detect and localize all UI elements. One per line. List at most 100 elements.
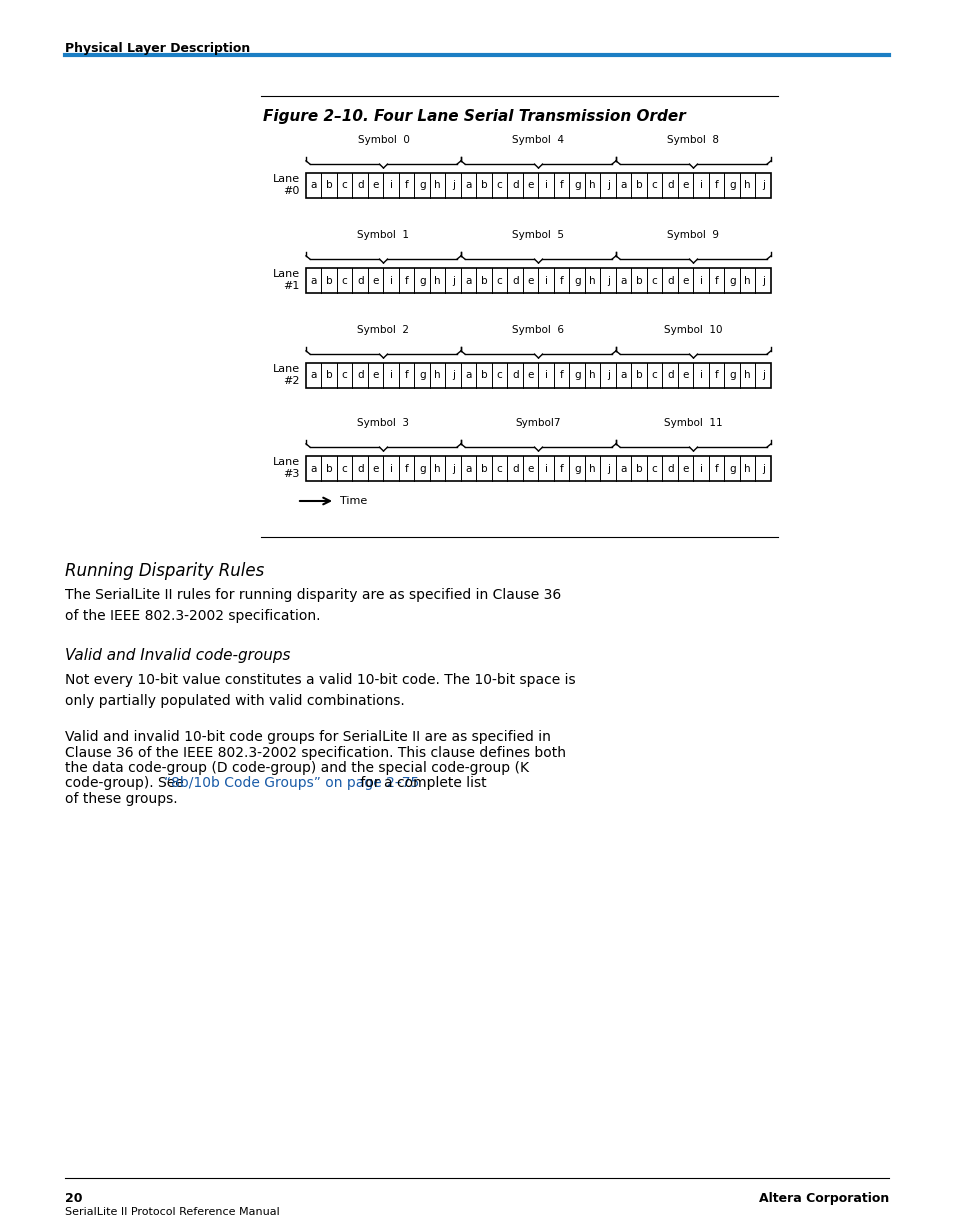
Text: a: a bbox=[465, 276, 472, 286]
Text: g: g bbox=[574, 371, 580, 380]
Text: Symbol  4: Symbol 4 bbox=[512, 135, 564, 145]
Text: Time: Time bbox=[339, 496, 367, 506]
Text: a: a bbox=[619, 464, 626, 474]
Text: b: b bbox=[480, 276, 487, 286]
Text: e: e bbox=[527, 371, 534, 380]
Text: i: i bbox=[699, 180, 702, 190]
Text: of these groups.: of these groups. bbox=[65, 791, 177, 806]
Text: i: i bbox=[390, 180, 393, 190]
Text: g: g bbox=[418, 180, 425, 190]
Text: b: b bbox=[326, 464, 333, 474]
Text: b: b bbox=[480, 464, 487, 474]
Text: f: f bbox=[714, 464, 718, 474]
Bar bbox=[306, 363, 770, 388]
Text: e: e bbox=[373, 180, 378, 190]
Text: Symbol  8: Symbol 8 bbox=[667, 135, 719, 145]
Bar bbox=[306, 173, 770, 198]
Text: a: a bbox=[311, 371, 316, 380]
Text: j: j bbox=[452, 180, 455, 190]
Text: c: c bbox=[341, 464, 347, 474]
Text: f: f bbox=[714, 371, 718, 380]
Text: g: g bbox=[574, 276, 580, 286]
Text: e: e bbox=[681, 180, 688, 190]
Text: h: h bbox=[589, 180, 596, 190]
Text: c: c bbox=[341, 276, 347, 286]
Text: a: a bbox=[619, 276, 626, 286]
Text: Running Disparity Rules: Running Disparity Rules bbox=[65, 562, 264, 580]
Text: i: i bbox=[390, 464, 393, 474]
Text: g: g bbox=[728, 276, 735, 286]
Text: i: i bbox=[544, 371, 547, 380]
Text: f: f bbox=[404, 464, 408, 474]
Text: d: d bbox=[512, 180, 518, 190]
Text: Lane
#2: Lane #2 bbox=[273, 364, 299, 385]
Text: “8b/10b Code Groups” on page 2–75: “8b/10b Code Groups” on page 2–75 bbox=[164, 777, 419, 790]
Text: The SerialLite II rules for running disparity are as specified in Clause 36
of t: The SerialLite II rules for running disp… bbox=[65, 588, 560, 622]
Text: a: a bbox=[465, 464, 472, 474]
Text: g: g bbox=[418, 371, 425, 380]
Text: f: f bbox=[559, 371, 563, 380]
Text: i: i bbox=[699, 276, 702, 286]
Text: e: e bbox=[527, 276, 534, 286]
Text: g: g bbox=[574, 180, 580, 190]
Text: e: e bbox=[373, 371, 378, 380]
Text: c: c bbox=[651, 371, 657, 380]
Text: c: c bbox=[341, 371, 347, 380]
Text: Altera Corporation: Altera Corporation bbox=[758, 1191, 888, 1205]
Text: Symbol  2: Symbol 2 bbox=[357, 325, 409, 335]
Text: Symbol  1: Symbol 1 bbox=[357, 229, 409, 240]
Text: a: a bbox=[311, 464, 316, 474]
Text: Symbol  6: Symbol 6 bbox=[512, 325, 564, 335]
Text: g: g bbox=[728, 371, 735, 380]
Text: code-group). See: code-group). See bbox=[65, 777, 188, 790]
Bar bbox=[306, 267, 770, 293]
Text: h: h bbox=[434, 180, 440, 190]
Text: Figure 2–10. Four Lane Serial Transmission Order: Figure 2–10. Four Lane Serial Transmissi… bbox=[263, 109, 685, 124]
Text: Lane
#0: Lane #0 bbox=[273, 174, 299, 196]
Text: h: h bbox=[743, 180, 750, 190]
Text: i: i bbox=[699, 464, 702, 474]
Text: g: g bbox=[418, 464, 425, 474]
Text: f: f bbox=[559, 464, 563, 474]
Text: c: c bbox=[497, 276, 502, 286]
Text: a: a bbox=[311, 180, 316, 190]
Text: j: j bbox=[760, 371, 764, 380]
Text: i: i bbox=[390, 276, 393, 286]
Text: j: j bbox=[760, 180, 764, 190]
Text: Symbol7: Symbol7 bbox=[516, 418, 560, 428]
Text: e: e bbox=[373, 276, 378, 286]
Text: j: j bbox=[452, 464, 455, 474]
Text: c: c bbox=[651, 180, 657, 190]
Text: b: b bbox=[480, 371, 487, 380]
Text: 20: 20 bbox=[65, 1191, 82, 1205]
Text: d: d bbox=[666, 180, 673, 190]
Text: f: f bbox=[714, 180, 718, 190]
Text: g: g bbox=[574, 464, 580, 474]
Text: h: h bbox=[589, 464, 596, 474]
Text: Symbol  11: Symbol 11 bbox=[663, 418, 722, 428]
Text: e: e bbox=[681, 371, 688, 380]
Text: h: h bbox=[589, 371, 596, 380]
Text: b: b bbox=[326, 276, 333, 286]
Text: SerialLite II Protocol Reference Manual: SerialLite II Protocol Reference Manual bbox=[65, 1207, 279, 1217]
Text: e: e bbox=[681, 464, 688, 474]
Text: f: f bbox=[559, 276, 563, 286]
Text: f: f bbox=[404, 371, 408, 380]
Text: d: d bbox=[356, 464, 363, 474]
Text: j: j bbox=[606, 180, 609, 190]
Text: Symbol  0: Symbol 0 bbox=[357, 135, 409, 145]
Text: f: f bbox=[559, 180, 563, 190]
Text: c: c bbox=[497, 180, 502, 190]
Text: a: a bbox=[465, 371, 472, 380]
Text: b: b bbox=[636, 180, 642, 190]
Text: h: h bbox=[434, 464, 440, 474]
Text: h: h bbox=[743, 464, 750, 474]
Text: i: i bbox=[699, 371, 702, 380]
Text: a: a bbox=[619, 371, 626, 380]
Text: f: f bbox=[404, 180, 408, 190]
Text: c: c bbox=[651, 464, 657, 474]
Text: d: d bbox=[512, 464, 518, 474]
Text: j: j bbox=[606, 464, 609, 474]
Text: e: e bbox=[681, 276, 688, 286]
Text: i: i bbox=[544, 464, 547, 474]
